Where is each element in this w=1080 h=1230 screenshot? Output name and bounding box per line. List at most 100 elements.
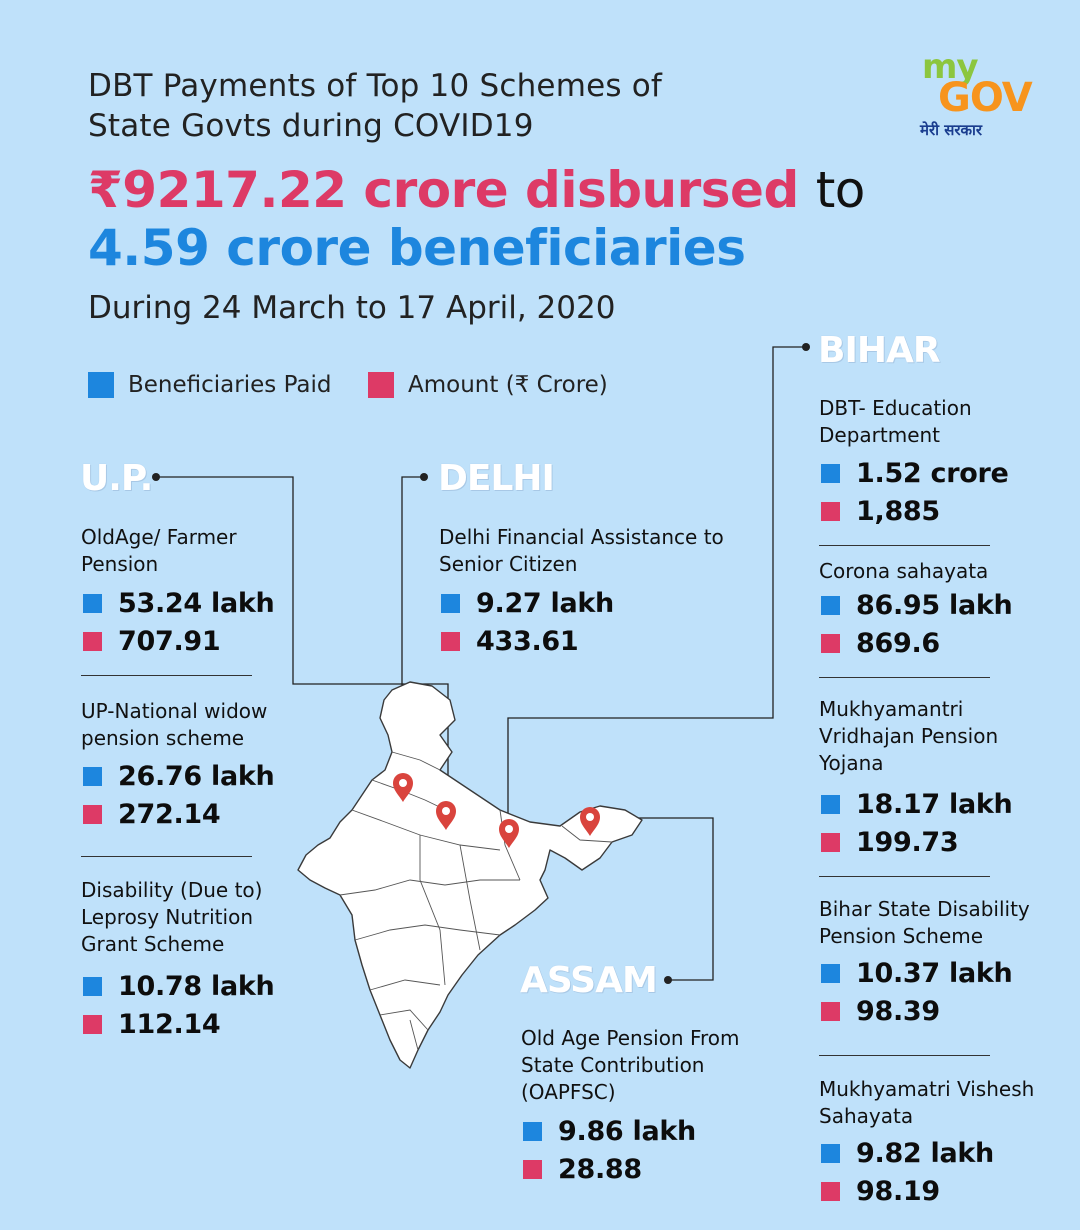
up-scheme-2-name: UP-National widow pension scheme	[81, 699, 268, 750]
bihar-scheme-5-name: Mukhyamatri Vishesh Sahayata	[819, 1077, 1035, 1128]
bihar-divider-1	[819, 545, 990, 546]
bihar-scheme-3-beneficiaries-value: 18.17 lakh	[856, 789, 1013, 820]
delhi-connector-line	[401, 476, 423, 770]
bihar-scheme-5-beneficiaries-value: 9.82 lakh	[856, 1138, 994, 1169]
bihar-pin	[499, 819, 519, 848]
beneficiaries-marker	[821, 964, 840, 983]
headline-connector: to	[815, 161, 866, 219]
beneficiaries-marker	[83, 767, 102, 786]
legend-amount-swatch	[368, 372, 394, 398]
beneficiaries-marker	[83, 977, 102, 996]
title-line-1: DBT Payments of Top 10 Schemes of	[88, 68, 663, 104]
assam-scheme-1-beneficiaries-value: 9.86 lakh	[558, 1116, 696, 1147]
delhi-scheme-1-beneficiaries: 9.27 lakh	[441, 588, 614, 619]
bihar-scheme-2-beneficiaries: 86.95 lakh	[821, 590, 1013, 621]
up-scheme-3-beneficiaries: 10.78 lakh	[83, 971, 275, 1002]
amount-marker	[821, 1182, 840, 1201]
amount-marker	[523, 1160, 542, 1179]
bihar-divider-3	[819, 876, 990, 877]
infographic-title: DBT Payments of Top 10 Schemes of State …	[88, 66, 662, 146]
bihar-scheme-4-name: Bihar State Disability Pension Scheme	[819, 897, 1030, 948]
amount-marker	[821, 833, 840, 852]
assam-scheme-1-amount-value: 28.88	[558, 1154, 642, 1185]
bihar-divider-2	[819, 677, 990, 678]
up-pin	[436, 801, 456, 830]
bihar-scheme-5-beneficiaries: 9.82 lakh	[821, 1138, 994, 1169]
up-scheme-1-name: OldAge/ Farmer Pension	[81, 525, 237, 576]
bihar-scheme-4-beneficiaries-value: 10.37 lakh	[856, 958, 1013, 989]
connector-lines	[158, 346, 805, 981]
connector-dots	[152, 343, 810, 984]
bihar-divider-4	[819, 1055, 990, 1056]
headline-amount-text: ₹9217.22 crore disbursed	[88, 161, 799, 219]
up-scheme-3-beneficiaries-value: 10.78 lakh	[118, 971, 275, 1002]
amount-marker	[83, 1015, 102, 1034]
beneficiaries-marker	[821, 795, 840, 814]
amount-marker	[83, 632, 102, 651]
amount-marker	[821, 634, 840, 653]
bihar-connector-line	[507, 346, 805, 818]
headline-amount: ₹9217.22 crore disbursed to	[88, 162, 865, 218]
delhi-pin	[393, 773, 413, 802]
assam-scheme-1-amount: 28.88	[523, 1154, 642, 1185]
title-line-2: State Govts during COVID19	[88, 108, 534, 144]
bihar-scheme-4-amount: 98.39	[821, 996, 940, 1027]
up-scheme-2-amount: 272.14	[83, 799, 221, 830]
assam-connector-line	[600, 817, 714, 981]
beneficiaries-marker	[821, 464, 840, 483]
logo-my: my	[922, 47, 979, 87]
legend-beneficiaries-swatch	[88, 372, 114, 398]
bihar-scheme-1-amount: 1,885	[821, 496, 940, 527]
assam-scheme-1-name: Old Age Pension From State Contribution …	[521, 1026, 740, 1104]
bihar-scheme-4-amount-value: 98.39	[856, 996, 940, 1027]
bihar-scheme-1-beneficiaries: 1.52 crore	[821, 458, 1009, 489]
amount-marker	[821, 1002, 840, 1021]
bihar-scheme-3-amount-value: 199.73	[856, 827, 959, 858]
bihar-scheme-5-amount-value: 98.19	[856, 1176, 940, 1207]
assam-scheme-1-beneficiaries: 9.86 lakh	[523, 1116, 696, 1147]
up-scheme-2-beneficiaries-value: 26.76 lakh	[118, 761, 275, 792]
delhi-scheme-1-name: Delhi Financial Assistance to Senior Cit…	[439, 525, 724, 576]
beneficiaries-marker	[821, 596, 840, 615]
legend-beneficiaries-label: Beneficiaries Paid	[128, 372, 332, 398]
bihar-scheme-5-amount: 98.19	[821, 1176, 940, 1207]
legend-amount: Amount (₹ Crore)	[368, 372, 608, 398]
amount-marker	[821, 502, 840, 521]
map-pins	[393, 773, 600, 848]
beneficiaries-marker	[441, 594, 460, 613]
up-divider-2	[81, 856, 252, 857]
amount-marker	[83, 805, 102, 824]
region-title-up: U.P.	[80, 458, 153, 499]
assam-pin	[580, 807, 600, 836]
delhi-scheme-1-amount: 433.61	[441, 626, 579, 657]
bihar-scheme-2-amount: 869.6	[821, 628, 940, 659]
delhi-scheme-1-beneficiaries-value: 9.27 lakh	[476, 588, 614, 619]
logo-tagline: मेरी सरकार	[920, 121, 983, 139]
up-divider-1	[81, 675, 252, 676]
bihar-scheme-2-name: Corona sahayata	[819, 559, 989, 583]
up-scheme-3-name: Disability (Due to) Leprosy Nutrition Gr…	[81, 878, 263, 956]
india-map	[297, 681, 643, 1069]
bihar-scheme-1-beneficiaries-value: 1.52 crore	[856, 458, 1009, 489]
beneficiaries-marker	[523, 1122, 542, 1141]
up-scheme-1-amount-value: 707.91	[118, 626, 221, 657]
bihar-scheme-2-beneficiaries-value: 86.95 lakh	[856, 590, 1013, 621]
bihar-scheme-3-name: Mukhyamantri Vridhajan Pension Yojana	[819, 697, 999, 775]
beneficiaries-marker	[83, 594, 102, 613]
mygov-logo: my GOV मेरी सरकार	[918, 50, 1036, 140]
amount-marker	[441, 632, 460, 651]
bihar-scheme-1-name: DBT- Education Department	[819, 396, 972, 447]
bihar-scheme-1-amount-value: 1,885	[856, 496, 940, 527]
headline-beneficiaries: 4.59 crore beneficiaries	[88, 219, 746, 277]
bihar-scheme-3-amount: 199.73	[821, 827, 959, 858]
up-scheme-2-beneficiaries: 26.76 lakh	[83, 761, 275, 792]
legend-beneficiaries: Beneficiaries Paid	[88, 372, 332, 398]
bihar-scheme-2-amount-value: 869.6	[856, 628, 940, 659]
legend-amount-label: Amount (₹ Crore)	[408, 372, 608, 398]
bihar-scheme-3-beneficiaries: 18.17 lakh	[821, 789, 1013, 820]
region-title-bihar: BIHAR	[818, 330, 941, 371]
up-scheme-3-amount-value: 112.14	[118, 1009, 221, 1040]
delhi-scheme-1-amount-value: 433.61	[476, 626, 579, 657]
region-title-assam: ASSAM	[520, 960, 658, 1001]
